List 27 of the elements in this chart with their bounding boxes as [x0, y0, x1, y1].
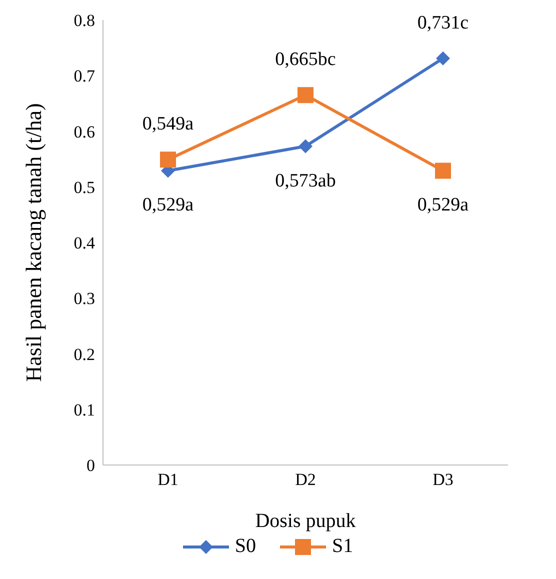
data-label: 0,731c [417, 12, 469, 34]
y-tick-label: 0.5 [74, 178, 95, 197]
point [298, 87, 314, 104]
legend-label: S0 [234, 535, 256, 558]
x-tick-label: D3 [432, 470, 454, 490]
point [435, 162, 451, 179]
y-tick-label: 0.4 [74, 234, 96, 253]
point [160, 152, 176, 168]
y-tick-label: 0.7 [74, 66, 96, 86]
y-tick-label: 0.2 [74, 344, 95, 364]
y-tick-label: 0.3 [74, 289, 95, 308]
y-axis-title: Hasil panen kacang tanah (t/ha) [20, 103, 46, 382]
data-label: 0,529a [417, 194, 470, 216]
y-tick-label: 0.6 [74, 122, 95, 142]
y-tick-label: 0.1 [74, 400, 95, 420]
point [298, 139, 312, 154]
x-axis-title: Dosis pupuk [255, 510, 356, 532]
data-label: 0,549a [142, 114, 194, 135]
y-tick-label: 0 [86, 456, 95, 476]
point [436, 51, 450, 66]
data-label: 0,573ab [275, 170, 336, 192]
y-tick-label: 0.8 [74, 11, 95, 30]
x-tick-label: D1 [158, 470, 178, 490]
x-tick-label: D2 [295, 470, 316, 490]
data-label: 0,665bc [275, 49, 336, 70]
legend-label: S1 [331, 535, 354, 558]
data-label: 0,529a [142, 194, 194, 216]
